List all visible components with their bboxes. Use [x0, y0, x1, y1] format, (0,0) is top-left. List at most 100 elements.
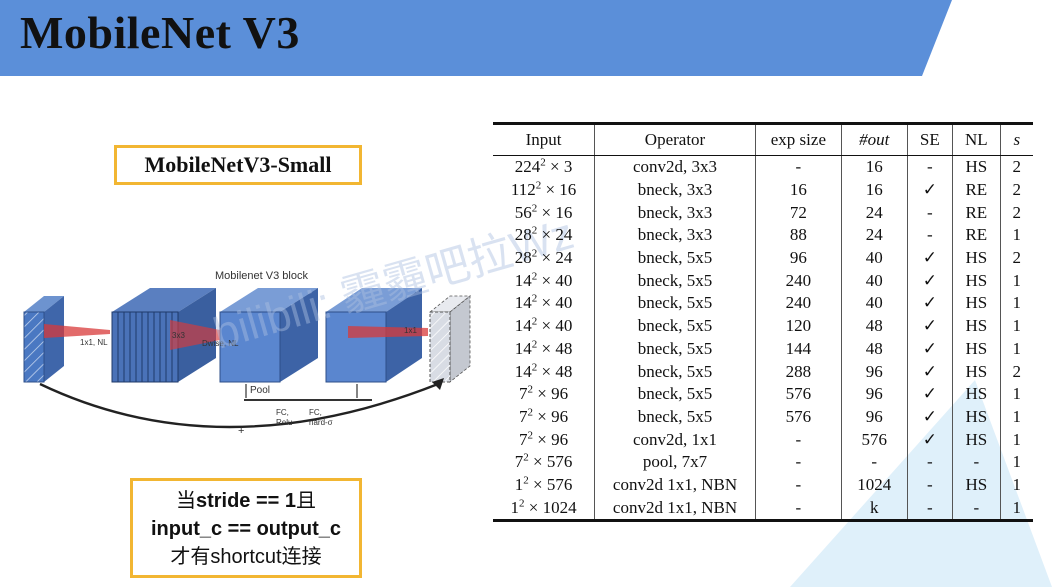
cell-out: 48	[841, 337, 908, 361]
diagram-title: Mobilenet V3 block	[215, 270, 308, 282]
cell-nl: HS	[952, 314, 1001, 338]
cell-stride: 2	[1012, 180, 1022, 200]
table-row: 12 × 1024 conv2d 1x1, NBN - k - -1	[493, 496, 1033, 523]
slide-title: MobileNet V3	[20, 7, 300, 58]
table-row: 72 × 576 pool, 7x7- - - -1	[493, 450, 1033, 474]
cell-stride: 2	[1012, 248, 1022, 268]
cell-operator: bneck, 5x5	[594, 246, 756, 270]
architecture-table: Input Operator exp size #out SE NL s 224…	[493, 122, 1033, 523]
cell-operator: bneck, 3x3	[594, 224, 756, 247]
table-row: 12 × 576 conv2d 1x1, NBN -1024- HS 1	[493, 473, 1033, 497]
cell-out: 24	[841, 224, 908, 247]
cell-input: 142 × 48	[493, 360, 596, 383]
cell-exp-size: 96	[755, 246, 842, 270]
table-row: 72 × 96 bneck, 5x5 576 96 ✓ HS 1	[493, 405, 1033, 429]
cell-se: ✓	[907, 405, 954, 429]
cell-se: ✓	[907, 314, 954, 338]
cell-out: 96	[841, 360, 908, 383]
cell-operator: pool, 7x7	[594, 450, 756, 474]
cell-exp-size: -	[755, 155, 842, 179]
cell-input: 2242 × 3	[493, 155, 596, 179]
cell-out: 40	[841, 269, 908, 293]
cell-out: 96	[841, 382, 908, 406]
table-row: 282 × 24 bneck, 3x3 88 24- RE 1	[493, 224, 1033, 247]
cell-nl: HS	[952, 269, 1001, 293]
cell-se: -	[907, 473, 954, 497]
cell-stride: 1	[1012, 225, 1022, 245]
cell-nl: -	[952, 450, 1001, 474]
cell-stride: 1	[1012, 452, 1022, 472]
dwise-label: Dwise, NL	[202, 339, 239, 348]
cell-se: ✓	[907, 269, 954, 293]
cell-operator: bneck, 3x3	[594, 178, 756, 202]
cell-out: 48	[841, 314, 908, 338]
cell-out: 24	[841, 201, 908, 225]
cell-operator: bneck, 5x5	[594, 337, 756, 361]
cell-stride: 1	[1012, 384, 1022, 404]
cell-stride: 1	[1000, 496, 1033, 523]
cell-exp-size: -	[755, 473, 842, 497]
project-label: 1x1	[404, 326, 417, 335]
expand-label: 1x1, NL	[80, 338, 108, 347]
cell-operator: bneck, 5x5	[594, 382, 756, 406]
cell-nl: HS	[952, 382, 1001, 406]
note-line-1: 当stride == 1且	[175, 490, 317, 512]
header-operator: Operator	[594, 123, 756, 156]
input-feature-block	[23, 296, 64, 383]
cell-se: ✓	[907, 178, 954, 202]
cell-nl: RE	[952, 224, 1001, 247]
cell-exp-size: -	[755, 496, 842, 523]
table-row: 142 × 40 bneck, 5x5 240 40 ✓ HS 1	[493, 292, 1033, 315]
cell-input: 72 × 96	[493, 405, 596, 429]
cell-input: 72 × 96	[493, 428, 596, 451]
dwise-kernel-label: 3x3	[172, 331, 185, 340]
cell-stride: 1	[1012, 293, 1022, 313]
cell-nl: HS	[952, 246, 1001, 270]
shortcut-note-box: 当stride == 1且 input_c == output_c 才有shor…	[130, 478, 362, 578]
cell-se: -	[907, 201, 954, 225]
cell-out: k	[841, 496, 908, 523]
cell-operator: bneck, 3x3	[594, 201, 756, 225]
cell-exp-size: 240	[755, 269, 842, 293]
cell-se: ✓	[907, 382, 954, 406]
cell-exp-size: -	[755, 428, 842, 451]
note-line-3: 才有shortcut连接	[170, 546, 322, 568]
header-input: Input	[493, 123, 596, 156]
cell-out: 40	[841, 292, 908, 315]
cell-out: 1024	[841, 473, 908, 497]
cell-stride: 1	[1012, 270, 1022, 290]
table-row: 562 × 16 bneck, 3x3 72 24- RE 2	[493, 201, 1033, 225]
output-feature-block	[428, 295, 472, 383]
cell-se: -	[907, 224, 954, 247]
table-row: 1122 × 16 bneck, 3x3 16 16 ✓ RE 2	[493, 178, 1033, 202]
cell-input: 282 × 24	[493, 224, 596, 247]
cell-input: 12 × 1024	[493, 496, 596, 523]
cell-operator: conv2d 1x1, NBN	[594, 473, 756, 497]
mobilenet-block-diagram	[23, 288, 472, 429]
cell-input: 142 × 40	[493, 269, 596, 293]
table-row: 142 × 48 bneck, 5x5 144 48 ✓ HS 1	[493, 337, 1033, 361]
cell-operator: conv2d, 1x1	[594, 428, 756, 451]
cell-stride: 2	[1012, 361, 1022, 381]
table-row: 282 × 24 bneck, 5x5 96 40 ✓ HS 2	[493, 246, 1033, 270]
cell-out: 16	[841, 178, 908, 202]
cell-input: 1122 × 16	[493, 178, 596, 202]
cell-nl: HS	[952, 428, 1001, 451]
cell-exp-size: 88	[755, 224, 842, 247]
cell-exp-size: 144	[755, 337, 842, 361]
cell-nl: HS	[952, 360, 1001, 383]
cell-stride: 1	[1012, 406, 1022, 426]
cell-out: 96	[841, 405, 908, 429]
cell-operator: bneck, 5x5	[594, 405, 756, 429]
table-row: 142 × 48 bneck, 5x5 288 96 ✓ HS 2	[493, 360, 1033, 383]
cell-stride: 1	[1012, 316, 1022, 336]
shortcut-curve	[39, 382, 439, 429]
table-row: 72 × 96 bneck, 5x5 576 96 ✓ HS 1	[493, 382, 1033, 406]
cell-se: ✓	[907, 428, 954, 451]
cell-exp-size: 240	[755, 292, 842, 315]
cell-nl: HS	[952, 473, 1001, 497]
cell-input: 562 × 16	[493, 201, 596, 225]
cell-nl: HS	[952, 292, 1001, 315]
variant-label-box: MobileNetV3-Small	[114, 145, 362, 185]
cell-exp-size: 120	[755, 314, 842, 338]
